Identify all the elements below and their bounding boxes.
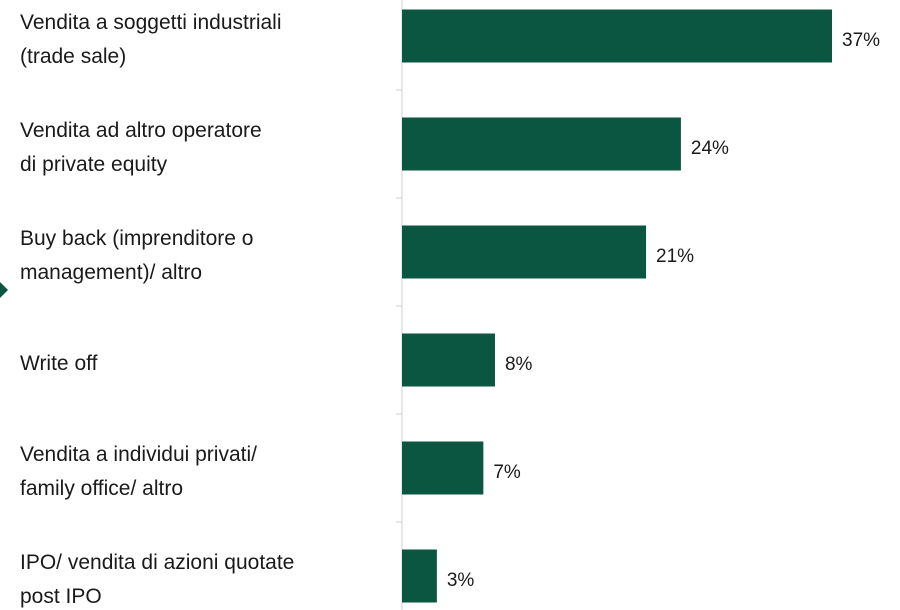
value-label: 24% <box>690 138 729 159</box>
category-label: IPO/ vendita di azioni quotate post IPO <box>20 551 295 608</box>
marker-arrow <box>0 282 8 298</box>
bar <box>402 117 681 171</box>
bar <box>402 333 495 387</box>
category-label: Buy back (imprenditore o management)/ al… <box>20 227 254 284</box>
value-label: 21% <box>656 246 695 267</box>
value-label: 3% <box>446 570 475 591</box>
bar <box>402 441 484 495</box>
bar <box>402 9 832 63</box>
bar <box>402 225 647 279</box>
category-label: Vendita a soggetti industriali (trade sa… <box>20 11 282 68</box>
bar <box>402 549 437 603</box>
category-label: Write off <box>20 352 98 375</box>
category-label: Vendita ad altro operatore di private eq… <box>20 119 262 176</box>
category-label: Vendita a individui privati/ family offi… <box>20 443 257 500</box>
value-label: 8% <box>504 354 533 375</box>
value-label: 37% <box>842 30 881 51</box>
value-label: 7% <box>493 462 521 483</box>
